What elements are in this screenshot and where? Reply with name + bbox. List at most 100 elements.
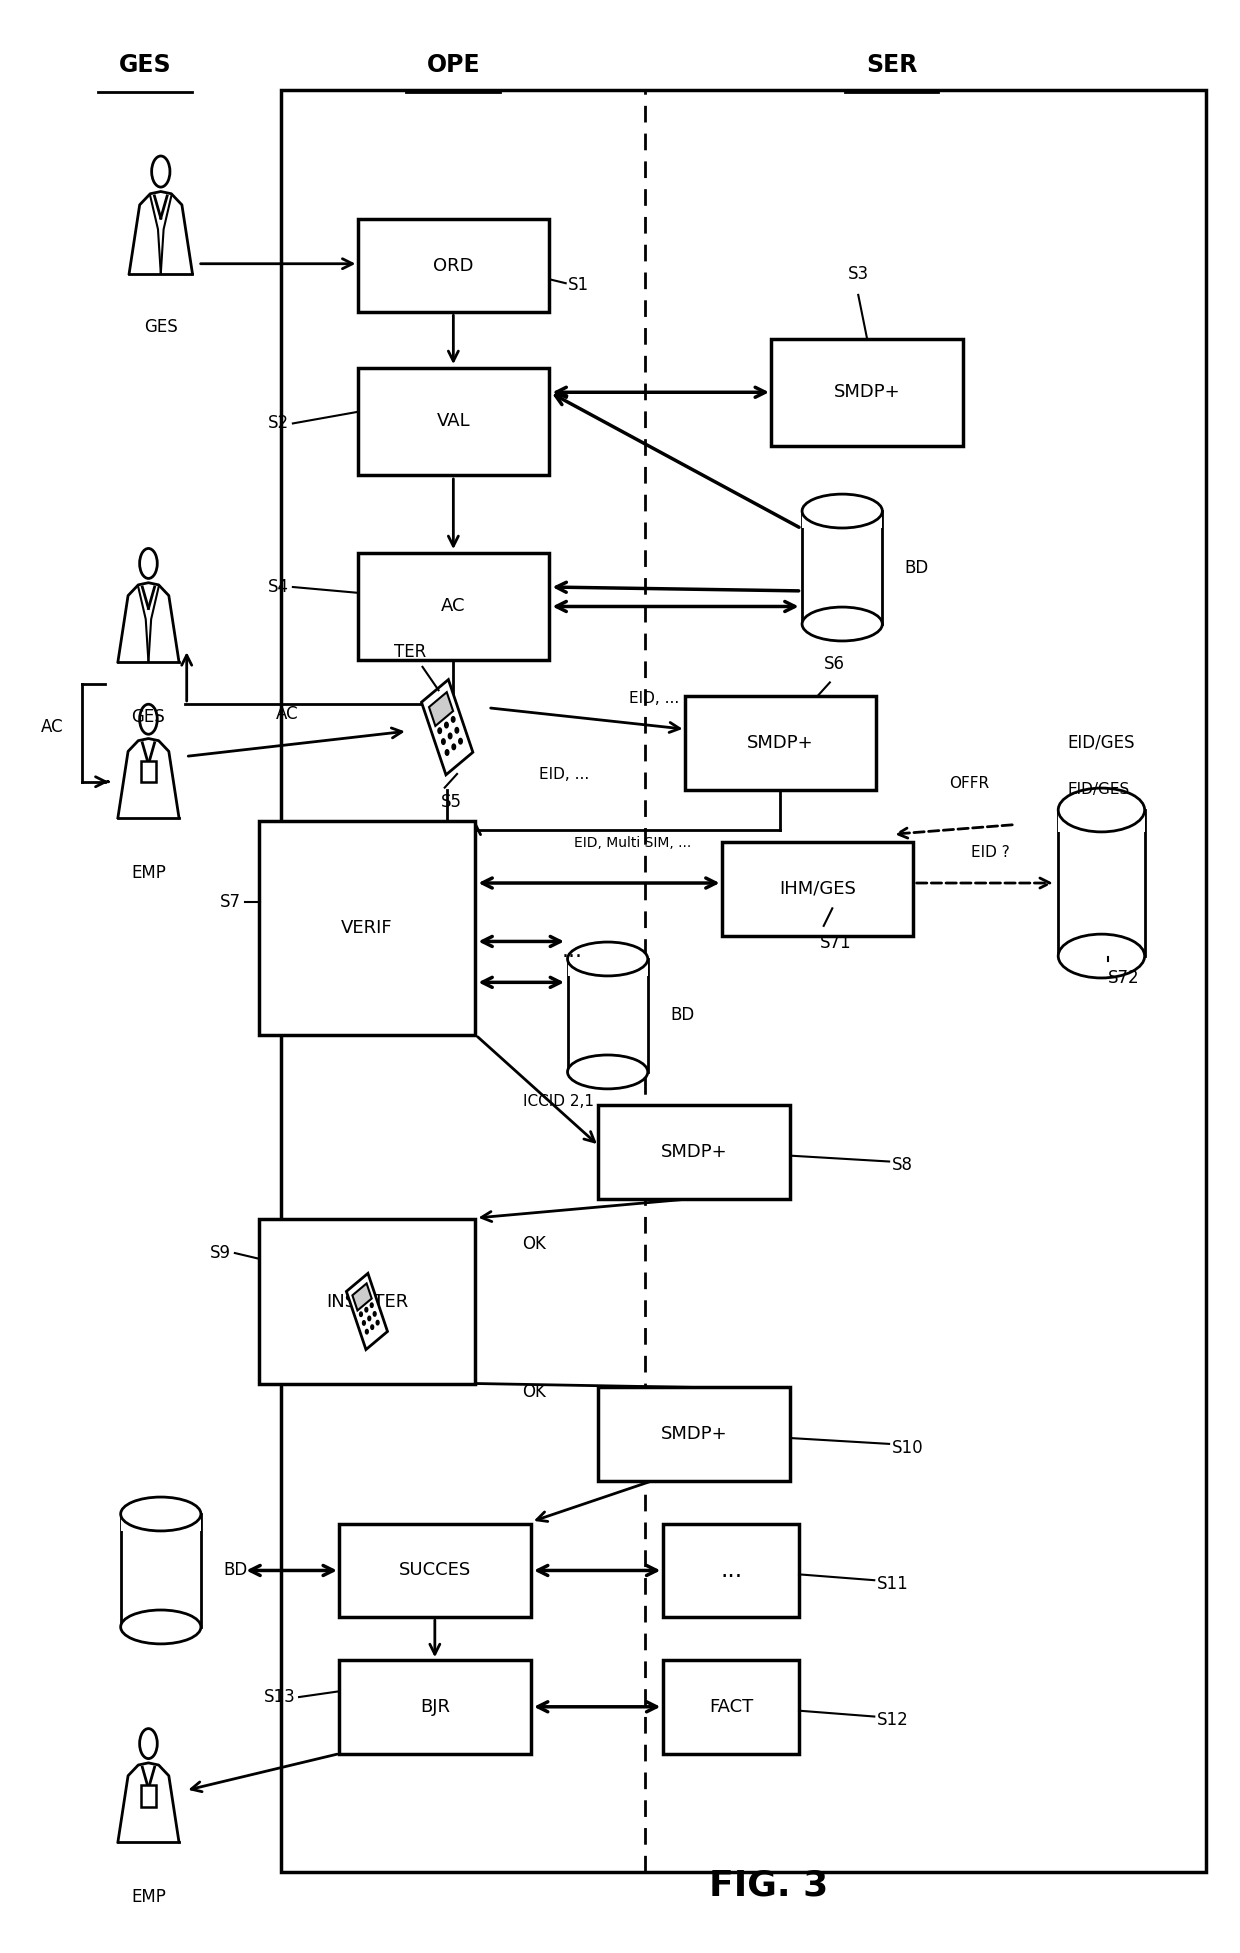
Text: ORD: ORD xyxy=(433,256,474,275)
Text: S3: S3 xyxy=(848,266,869,283)
Circle shape xyxy=(459,738,463,744)
Text: TER: TER xyxy=(394,643,427,660)
Text: OK: OK xyxy=(522,1383,546,1400)
Circle shape xyxy=(360,1312,362,1316)
Text: AC: AC xyxy=(275,705,298,723)
Text: OFFR: OFFR xyxy=(950,777,990,791)
Text: BD: BD xyxy=(670,1006,694,1025)
Circle shape xyxy=(365,1307,368,1312)
Polygon shape xyxy=(429,691,453,727)
Text: GES: GES xyxy=(131,707,165,727)
Circle shape xyxy=(451,717,455,723)
Text: EMP: EMP xyxy=(131,1889,166,1906)
Text: EID, ...: EID, ... xyxy=(539,768,589,781)
Text: SER: SER xyxy=(866,53,918,76)
Ellipse shape xyxy=(568,1055,647,1090)
Text: GES: GES xyxy=(119,53,171,76)
Text: ICCID 2,1: ICCID 2,1 xyxy=(523,1094,594,1109)
Text: VERIF: VERIF xyxy=(341,918,393,937)
Text: S2: S2 xyxy=(268,414,289,432)
Text: S9: S9 xyxy=(210,1244,231,1262)
Text: GES: GES xyxy=(144,318,177,336)
Bar xyxy=(663,1523,799,1617)
Circle shape xyxy=(445,723,448,728)
Ellipse shape xyxy=(1058,934,1145,978)
Text: ...: ... xyxy=(562,941,583,961)
Bar xyxy=(599,1105,790,1199)
Text: EID/GES: EID/GES xyxy=(1068,734,1135,752)
Bar xyxy=(1058,810,1145,957)
Polygon shape xyxy=(352,1283,372,1310)
Text: AC: AC xyxy=(41,719,63,736)
Text: EID, Multi SIM, ...: EID, Multi SIM, ... xyxy=(574,836,691,850)
Circle shape xyxy=(362,1320,366,1326)
Bar xyxy=(663,1660,799,1754)
Text: S6: S6 xyxy=(823,654,844,672)
Ellipse shape xyxy=(568,941,647,976)
Bar xyxy=(141,762,156,783)
Text: S10: S10 xyxy=(892,1439,924,1457)
Bar xyxy=(280,90,1207,1873)
Text: OK: OK xyxy=(522,1234,546,1254)
Bar xyxy=(259,820,475,1035)
Text: EMP: EMP xyxy=(131,863,166,881)
Text: FIG. 3: FIG. 3 xyxy=(708,1869,828,1902)
Text: SMDP+: SMDP+ xyxy=(833,383,900,400)
Bar xyxy=(802,512,883,527)
Bar xyxy=(120,1514,201,1531)
Ellipse shape xyxy=(802,607,883,641)
Bar xyxy=(568,959,647,976)
Text: ...: ... xyxy=(720,1558,743,1582)
Bar xyxy=(722,842,913,935)
Polygon shape xyxy=(422,680,472,775)
Text: SMDP+: SMDP+ xyxy=(661,1143,728,1160)
Ellipse shape xyxy=(1058,789,1145,832)
Bar xyxy=(357,219,549,312)
Bar xyxy=(259,1219,475,1385)
Text: EID ?: EID ? xyxy=(971,844,1009,859)
Text: VAL: VAL xyxy=(436,412,470,430)
Text: BJR: BJR xyxy=(420,1697,450,1717)
Text: BD: BD xyxy=(223,1562,247,1580)
Bar xyxy=(1058,810,1145,832)
Ellipse shape xyxy=(120,1498,201,1531)
Text: S13: S13 xyxy=(264,1687,295,1707)
Text: S12: S12 xyxy=(877,1711,909,1730)
Text: BD: BD xyxy=(904,559,929,576)
Bar xyxy=(340,1660,531,1754)
Bar xyxy=(340,1523,531,1617)
Text: OPE: OPE xyxy=(427,53,480,76)
Ellipse shape xyxy=(140,705,157,734)
Circle shape xyxy=(371,1324,373,1330)
Ellipse shape xyxy=(802,494,883,527)
Bar xyxy=(357,553,549,660)
Bar xyxy=(771,338,962,445)
Text: SUCCES: SUCCES xyxy=(399,1562,471,1580)
Circle shape xyxy=(376,1320,379,1324)
Circle shape xyxy=(366,1330,368,1334)
Circle shape xyxy=(453,744,455,750)
Bar xyxy=(120,1514,201,1627)
Text: INST/TER: INST/TER xyxy=(326,1293,408,1310)
Text: IHM/GES: IHM/GES xyxy=(779,881,856,898)
Text: S72: S72 xyxy=(1107,969,1140,986)
Bar xyxy=(141,1785,156,1807)
Circle shape xyxy=(445,750,449,756)
Text: S71: S71 xyxy=(820,934,852,951)
Ellipse shape xyxy=(151,156,170,187)
Circle shape xyxy=(371,1303,373,1307)
Text: AC: AC xyxy=(441,598,465,615)
Ellipse shape xyxy=(140,549,157,578)
Text: SMDP+: SMDP+ xyxy=(748,734,813,752)
Bar xyxy=(802,512,883,625)
Text: EID/GES: EID/GES xyxy=(1068,783,1130,797)
Text: SMDP+: SMDP+ xyxy=(661,1426,728,1443)
Circle shape xyxy=(449,732,451,738)
Text: FACT: FACT xyxy=(709,1697,753,1717)
Text: EID, ...: EID, ... xyxy=(630,691,680,705)
Circle shape xyxy=(441,738,445,744)
Bar xyxy=(568,959,647,1072)
Text: S5: S5 xyxy=(441,793,463,810)
Text: S4: S4 xyxy=(268,578,289,596)
Bar xyxy=(684,695,877,789)
